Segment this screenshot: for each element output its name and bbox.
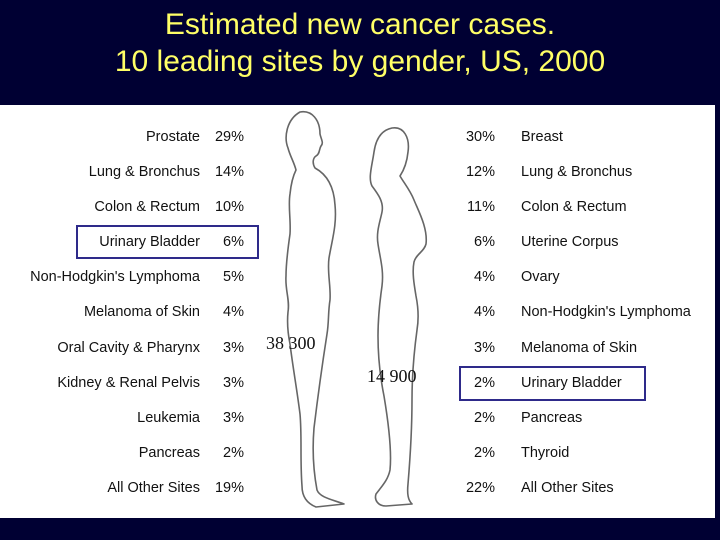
male-site-percent: 2%: [223, 445, 244, 461]
male-site-label: Non-Hodgkin's Lymphoma: [30, 269, 200, 285]
male-site-percent: 19%: [214, 480, 244, 496]
male-site-percent: 29%: [214, 129, 244, 145]
female-site-label: Ovary: [521, 269, 560, 285]
female-site-percent: 2%: [474, 375, 495, 391]
female-site-label: Breast: [521, 129, 563, 145]
male-urinary-bladder-highlight: [76, 225, 259, 259]
male-case-count: 38 300: [266, 333, 316, 353]
slide-title: Estimated new cancer cases. 10 leading s…: [0, 6, 720, 80]
male-site-percent: 3%: [223, 410, 244, 426]
male-site-label: Prostate: [146, 129, 200, 145]
female-site-percent: 22%: [465, 480, 495, 496]
male-site-label: Urinary Bladder: [99, 234, 200, 250]
female-site-percent: 6%: [474, 234, 495, 250]
female-site-percent: 11%: [467, 199, 495, 215]
chart-panel: [0, 105, 715, 518]
female-site-percent: 12%: [465, 164, 495, 180]
female-site-label: Uterine Corpus: [521, 234, 619, 250]
title-line-1: Estimated new cancer cases.: [164, 8, 556, 41]
title-line-2: 10 leading sites by gender, US, 2000: [114, 45, 606, 78]
female-site-label: Melanoma of Skin: [521, 340, 638, 356]
male-site-label: Oral Cavity & Pharynx: [57, 340, 200, 356]
male-site-percent: 14%: [214, 164, 244, 180]
male-site-label: Pancreas: [138, 445, 200, 461]
male-site-percent: 5%: [223, 269, 244, 285]
male-site-percent: 4%: [223, 304, 244, 320]
female-site-percent: 3%: [474, 340, 495, 356]
female-site-percent: 4%: [474, 269, 495, 285]
male-figure-icon: [285, 110, 345, 508]
female-site-percent: 4%: [474, 304, 495, 320]
female-figure-icon: [369, 127, 428, 507]
female-site-label: Pancreas: [521, 410, 583, 426]
male-site-label: Melanoma of Skin: [83, 304, 200, 320]
male-site-percent: 6%: [223, 234, 244, 250]
female-case-count: 14 900: [367, 366, 417, 386]
female-site-label: Thyroid: [521, 445, 570, 461]
female-urinary-bladder-highlight: [459, 366, 646, 401]
male-site-percent: 3%: [223, 340, 244, 356]
female-site-label: Urinary Bladder: [521, 375, 622, 391]
male-site-percent: 10%: [214, 199, 244, 215]
female-site-percent: 2%: [474, 410, 495, 426]
female-site-percent: 2%: [474, 445, 495, 461]
male-site-label: Kidney & Renal Pelvis: [57, 375, 200, 391]
female-site-label: Lung & Bronchus: [521, 164, 633, 180]
female-site-label: All Other Sites: [521, 480, 614, 496]
female-site-percent: 30%: [465, 129, 495, 145]
male-site-label: Leukemia: [137, 410, 200, 426]
male-site-label: Lung & Bronchus: [88, 164, 200, 180]
male-site-percent: 3%: [223, 375, 244, 391]
male-site-label: All Other Sites: [107, 480, 200, 496]
female-site-label: Non-Hodgkin's Lymphoma: [521, 304, 691, 320]
male-site-label: Colon & Rectum: [94, 199, 200, 215]
female-site-label: Colon & Rectum: [521, 199, 627, 215]
